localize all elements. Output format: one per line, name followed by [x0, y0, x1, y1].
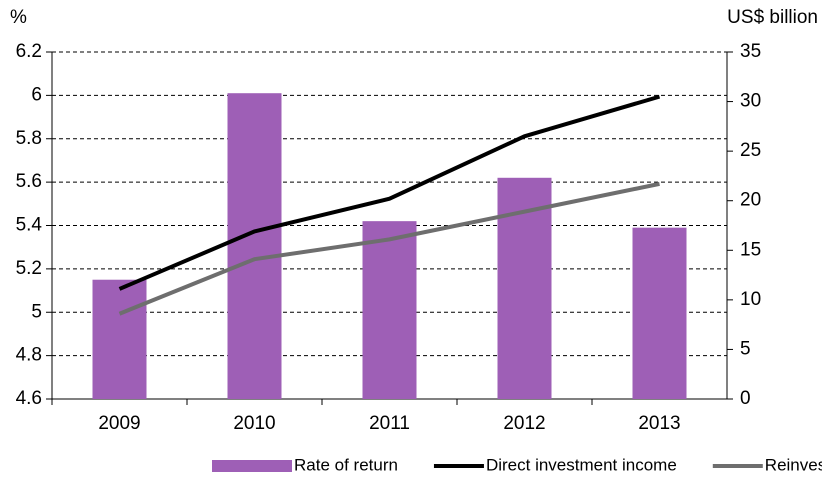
y2-tick-label: 20: [740, 190, 761, 211]
bar: [362, 221, 417, 399]
x-tick-label: 2012: [503, 413, 545, 434]
x-tick-label: 2013: [638, 413, 680, 434]
legend-label: Reinvested earnings: [765, 455, 822, 474]
y-tick-label: 4.6: [16, 388, 42, 409]
y-tick-label: 5.2: [16, 258, 42, 279]
y-axis-label: %: [10, 7, 27, 28]
bar: [92, 279, 147, 399]
y-tick-label: 5.8: [16, 128, 42, 149]
y2-tick-label: 5: [740, 338, 751, 359]
y2-tick-label: 10: [740, 289, 761, 310]
x-tick-label: 2010: [233, 413, 275, 434]
y2-axis-label: US$ billion: [727, 7, 818, 28]
x-tick-label: 2009: [98, 413, 140, 434]
y2-tick-label: 0: [740, 388, 751, 409]
line: [118, 181, 660, 316]
y-tick-label: 4.8: [16, 345, 42, 366]
y-tick-label: 5.4: [16, 215, 43, 236]
y2-tick-label: 35: [740, 41, 761, 62]
legend-label: Direct investment income: [486, 455, 677, 474]
y-tick-label: 6: [31, 84, 42, 105]
y-tick-label: 5: [31, 301, 42, 322]
y2-tick-label: 25: [740, 140, 761, 161]
y-tick-label: 5.6: [16, 171, 42, 192]
bar: [227, 93, 282, 400]
x-tick-label: 2011: [369, 413, 410, 434]
y-tick-label: 6.2: [16, 41, 42, 62]
y2-tick-label: 15: [740, 239, 761, 260]
bar: [632, 227, 687, 399]
legend-label: Rate of return: [294, 455, 398, 474]
legend-swatch: [212, 460, 292, 472]
y2-tick-label: 30: [740, 91, 761, 112]
line: [118, 94, 661, 291]
